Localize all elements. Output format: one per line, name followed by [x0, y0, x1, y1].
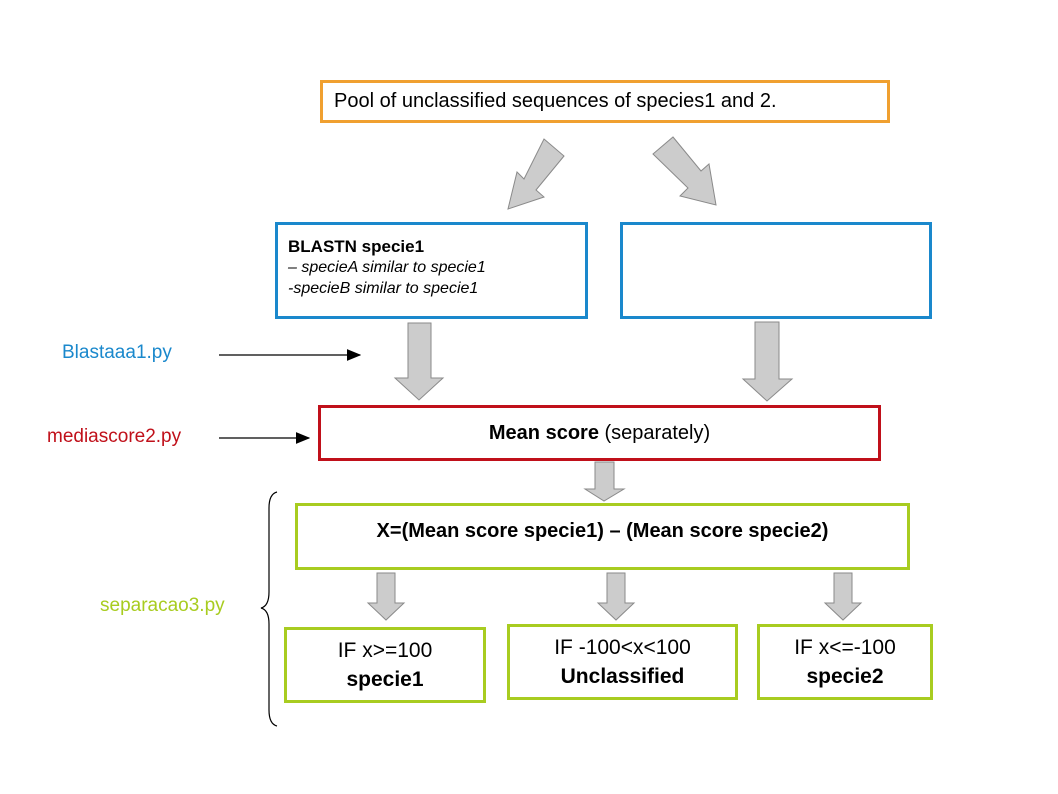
- media-script-label: mediascore2.py: [47, 426, 182, 447]
- blast-title: BLASTN specie1: [288, 237, 425, 256]
- blank-blast-box: [620, 222, 932, 319]
- down-arrow-outcome-3: [823, 572, 863, 621]
- down-arrow-outcome-1: [366, 572, 406, 621]
- diagonal-arrow-left: [507, 138, 565, 210]
- outcome-box-unclassified: IF -100<x<100 Unclassified: [507, 624, 738, 700]
- outcome-result: Unclassified: [560, 665, 685, 688]
- blast-line-1: – specieA similar to specie1: [288, 259, 486, 276]
- down-arrow-outcome-2: [596, 572, 636, 621]
- mean-score-label: Mean score (separately): [489, 422, 710, 445]
- separa-script-label: separacao3.py: [100, 595, 225, 616]
- formula-text: X=(Mean score specie1) – (Mean score spe…: [376, 520, 829, 542]
- mean-score-rest: (separately): [598, 421, 711, 444]
- blast-line-2: -specieB similar to specie1: [288, 280, 479, 297]
- mean-score-box: Mean score (separately): [318, 405, 881, 461]
- outcome-condition: IF x>=100: [337, 639, 433, 662]
- pool-box: Pool of unclassified sequences of specie…: [320, 80, 890, 123]
- down-arrow-left: [393, 322, 445, 401]
- outcome-condition: IF -100<x<100: [554, 636, 691, 659]
- mean-score-bold: Mean score: [488, 421, 599, 444]
- diagonal-arrow-right: [652, 136, 717, 206]
- down-arrow-mean: [583, 461, 626, 502]
- outcome-condition: IF x<=-100: [794, 636, 896, 659]
- curly-brace: [260, 491, 278, 727]
- formula-box: X=(Mean score specie1) – (Mean score spe…: [295, 503, 910, 570]
- outcome-box-specie2: IF x<=-100 specie2: [757, 624, 933, 700]
- outcome-result: specie2: [806, 665, 884, 688]
- outcome-result: specie1: [346, 668, 424, 691]
- pool-text: Pool of unclassified sequences of specie…: [334, 90, 777, 112]
- down-arrow-right: [741, 321, 794, 402]
- blast-script-label: Blastaaa1.py: [62, 342, 172, 363]
- outcome-box-specie1: IF x>=100 specie1: [284, 627, 486, 703]
- blast-box: BLASTN specie1 – specieA similar to spec…: [275, 222, 588, 319]
